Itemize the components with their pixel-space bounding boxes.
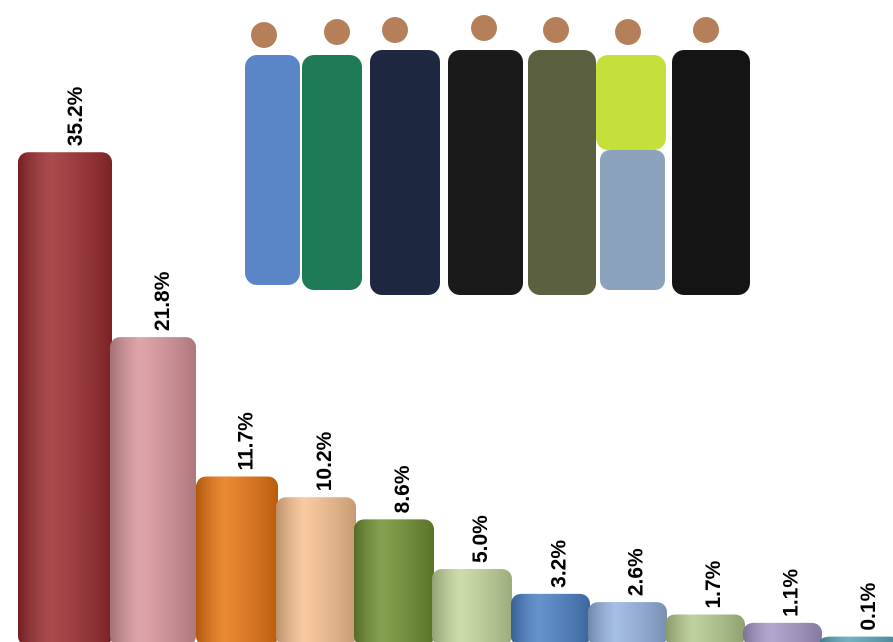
value-label: 2.6%: [625, 548, 648, 596]
bar-shine: [276, 497, 356, 642]
people-illustration: [245, 15, 750, 295]
value-label: 11.7%: [234, 412, 257, 471]
bar-shine: [196, 476, 278, 642]
value-label: 3.2%: [548, 540, 571, 588]
value-label: 8.6%: [391, 465, 414, 513]
bar-shine: [18, 152, 112, 642]
bar-shine: [110, 337, 196, 642]
bar-shine: [820, 636, 893, 642]
bar-shine: [665, 614, 745, 642]
bar-shine: [588, 602, 667, 642]
value-label: 1.7%: [702, 560, 725, 608]
bar-shine: [432, 569, 512, 642]
bar-shine: [743, 622, 822, 642]
value-label: 5.0%: [469, 515, 492, 563]
value-label: 21.8%: [151, 271, 174, 331]
value-label: 1.1%: [780, 569, 803, 617]
value-label: 35.2%: [64, 86, 87, 146]
value-label: 10.2%: [313, 431, 336, 491]
bar-shine: [511, 593, 590, 642]
bar-shine: [354, 519, 434, 642]
value-label: 0.1%: [857, 582, 880, 630]
